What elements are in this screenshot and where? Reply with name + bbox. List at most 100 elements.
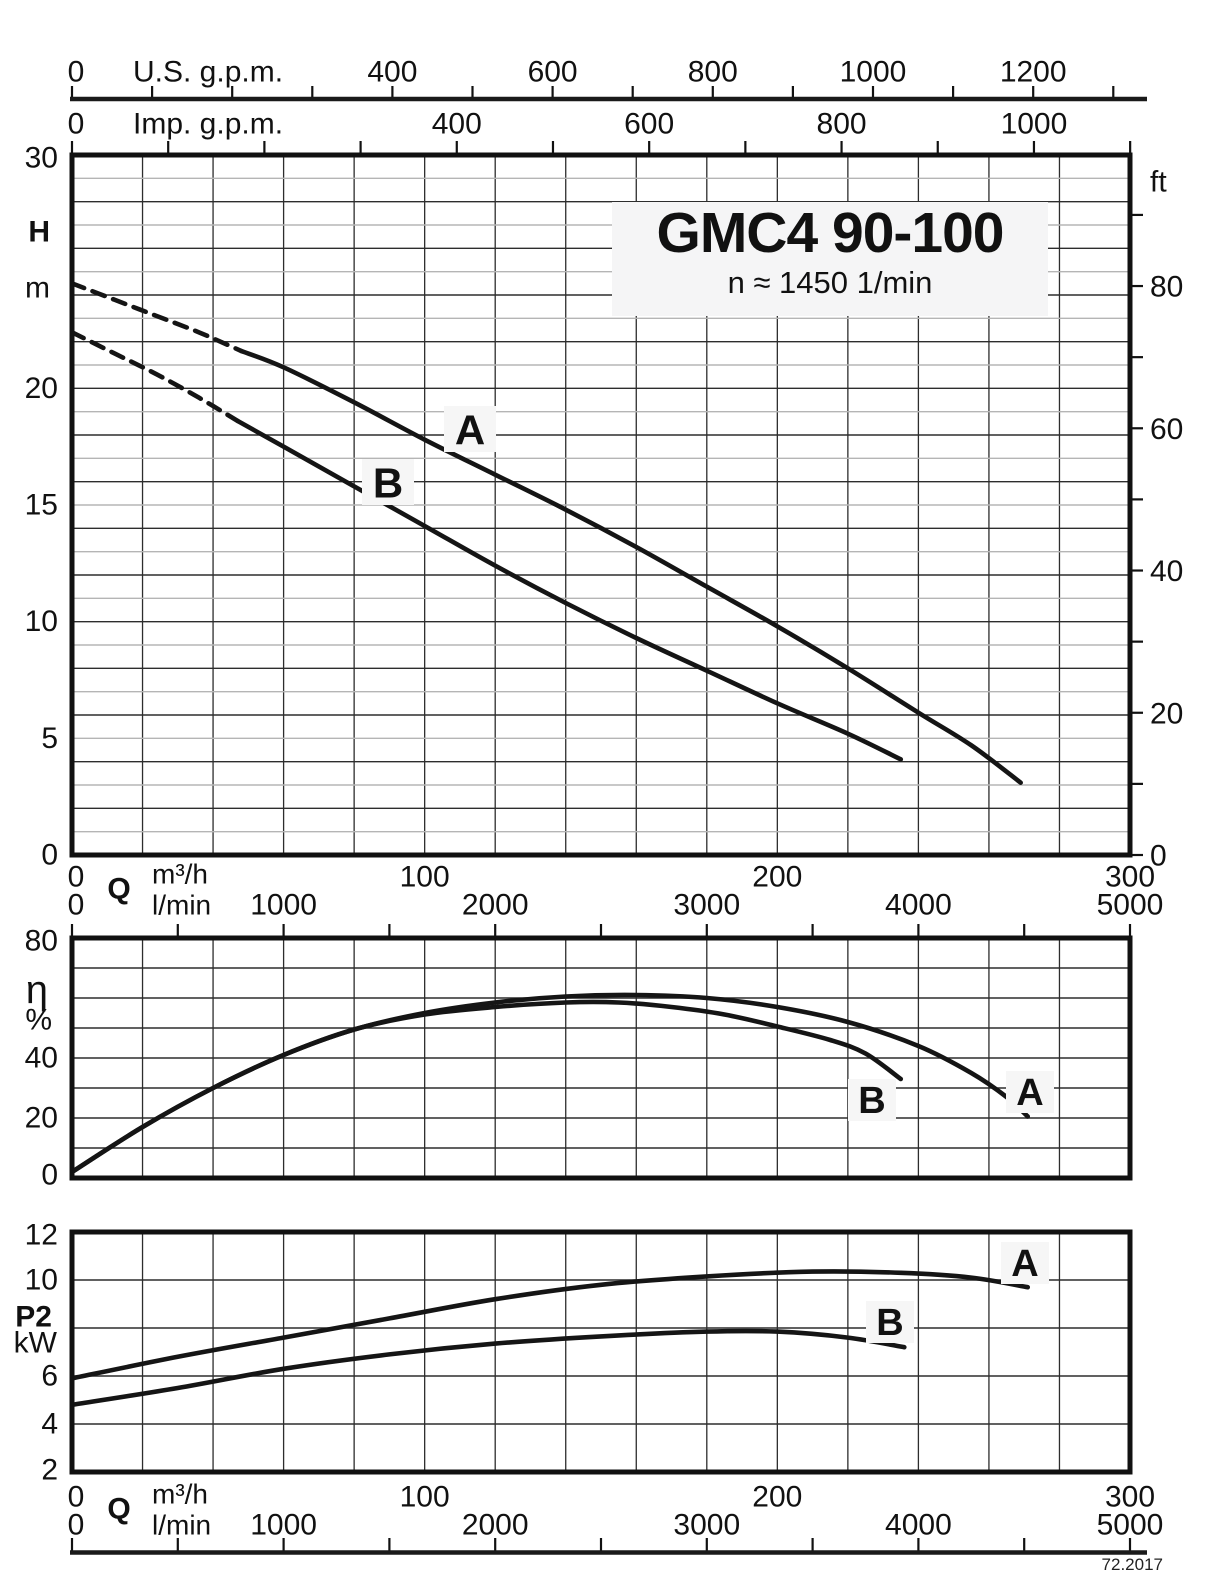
q-m3h-tick-label: 200 (752, 1481, 802, 1514)
eta-tick-label: 80 (25, 925, 58, 958)
efficiency-curve-label-A: A (1016, 1072, 1043, 1114)
curve-name-labels: A B A B A B (362, 406, 1054, 1344)
head-curve-label-A: A (455, 407, 485, 454)
q-lmin-tick-label: 0 (68, 1509, 85, 1542)
us-gpm-tick-label: 600 (528, 56, 578, 89)
p2-axis-unit: kW (14, 1327, 58, 1360)
eta-tick-label: 20 (25, 1102, 58, 1135)
power-curve-B (69, 1328, 907, 1408)
q-m3h-tick-label: 100 (400, 1481, 450, 1514)
ft-axis-title: ft (1150, 166, 1167, 199)
q-lmin-tick-label: 4000 (885, 1509, 952, 1542)
h-tick-label: 5 (41, 722, 58, 755)
power-label-bg (866, 1301, 914, 1343)
q-lmin-tick-label: 3000 (673, 889, 740, 922)
imp-gpm-tick-label: 800 (817, 108, 867, 141)
power-curves (69, 1269, 1031, 1408)
head-plot-border (69, 152, 1133, 858)
q-lmin-tick-label: 0 (68, 889, 85, 922)
h-tick-label: 15 (25, 489, 58, 522)
us-gpm-axis: 0 400 600 800 1000 1200 U.S. g.p.m. (68, 56, 1147, 102)
efficiency-curve-B (69, 999, 904, 1175)
h-axis-unit: m (25, 272, 50, 305)
us-gpm-tick-label: 1000 (840, 56, 907, 89)
power-curve-label-B: B (876, 1302, 903, 1344)
efficiency-curves (69, 992, 1031, 1175)
h-tick-label: 30 (25, 142, 58, 175)
imp-gpm-tick-label: 0 (68, 108, 85, 141)
q-m3h-tick-label: 0 (68, 1481, 85, 1514)
q-lmin-tick-label: 1000 (250, 1509, 317, 1542)
ft-tick-label: 80 (1150, 271, 1183, 304)
eta-tick-label: 0 (41, 1159, 58, 1192)
q-lmin-tick-label: 4000 (885, 889, 952, 922)
q-m3h-tick-label: 0 (68, 861, 85, 894)
h-tick-label: 0 (41, 839, 58, 872)
q-lmin-unit: l/min (152, 1510, 211, 1541)
q-lmin-tick-label: 5000 (1097, 889, 1164, 922)
ft-tick-label: 40 (1150, 555, 1183, 588)
q-m3h-tick-label: 100 (400, 861, 450, 894)
h-tick-label: 10 (25, 605, 58, 638)
ft-tick-label: 20 (1150, 697, 1183, 730)
q-axis-title: Q (107, 1493, 130, 1526)
head-label-bg (444, 406, 496, 452)
us-gpm-tick-label: 0 (68, 56, 85, 89)
ft-tick-label: 60 (1150, 413, 1183, 446)
q-axis-bottom: 0 100 200 300 Q m³/h 0 1000 2000 3000 4000 5000 l/mi… (68, 1479, 1164, 1555)
q-lmin-tick-label: 2000 (462, 1509, 529, 1542)
grid (72, 155, 1130, 1472)
q-lmin-tick-label: 1000 (250, 889, 317, 922)
imp-gpm-tick-label: 400 (432, 108, 482, 141)
power-plot-border (69, 1229, 1133, 1475)
q-m3h-tick-label: 200 (752, 861, 802, 894)
q-axis-mid: 0 100 200 300 Q m³/h 0 1000 2000 3000 4000 5000 l/mi… (68, 859, 1164, 937)
efficiency-curve-label-B: B (858, 1080, 885, 1122)
head-curve-A (238, 348, 1023, 785)
q-m3h-unit: m³/h (152, 859, 208, 890)
head-curves (69, 281, 1023, 785)
p2-tick-label: 4 (41, 1408, 58, 1441)
eta-axis-unit: % (25, 1004, 52, 1037)
power-label-bg (1001, 1242, 1049, 1284)
efficiency-label-bg (848, 1079, 896, 1121)
us-gpm-tick-label: 400 (367, 56, 417, 89)
q-m3h-tick-label: 300 (1105, 1481, 1155, 1514)
head-curve-A-dashed (69, 281, 244, 354)
us-gpm-axis-title: U.S. g.p.m. (133, 56, 283, 89)
imp-gpm-axis: 0 400 600 800 1000 Imp. g.p.m. (68, 108, 1132, 154)
q-lmin-tick-label: 5000 (1097, 1509, 1164, 1542)
q-m3h-unit: m³/h (152, 1479, 208, 1510)
h-axis: 0 5 10 15 20 30 Hm (25, 142, 58, 872)
efficiency-plot-border (69, 935, 1133, 1181)
q-lmin-unit: l/min (152, 890, 211, 921)
efficiency-label-bg (1006, 1071, 1054, 1113)
head-curve-B (235, 418, 904, 762)
p2-tick-label: 12 (25, 1219, 58, 1252)
ft-axis: 0 20 40 60 80 ft (1130, 166, 1183, 873)
h-axis-title: H (28, 216, 50, 249)
eta-tick-label: 40 (25, 1042, 58, 1075)
imp-gpm-tick-label: 600 (624, 108, 674, 141)
power-curve-A (69, 1269, 1031, 1381)
eta-axis-title: η (26, 968, 48, 1012)
eta-axis: 0 20 40 80 η% (25, 925, 58, 1192)
p2-axis-title: P2 (15, 1301, 52, 1334)
us-gpm-tick-label: 800 (688, 56, 738, 89)
q-m3h-tick-label: 300 (1105, 861, 1155, 894)
pump-speed-subtitle: n ≈ 1450 1/min (727, 265, 933, 301)
power-curve-label-A: A (1011, 1243, 1038, 1285)
ft-tick-label: 0 (1150, 840, 1167, 873)
p2-tick-label: 10 (25, 1264, 58, 1297)
h-tick-label: 20 (25, 372, 58, 405)
imp-gpm-tick-label: 1000 (1001, 108, 1068, 141)
head-curve-B-dashed (69, 330, 241, 424)
pump-model-title: GMC4 90-100 (656, 201, 1004, 265)
pump-model-title-box: GMC4 90-100 n ≈ 1450 1/min (612, 202, 1048, 316)
p2-tick-label: 2 (41, 1454, 58, 1487)
q-lmin-tick-label: 3000 (673, 1509, 740, 1542)
imp-gpm-axis-title: Imp. g.p.m. (133, 108, 283, 141)
